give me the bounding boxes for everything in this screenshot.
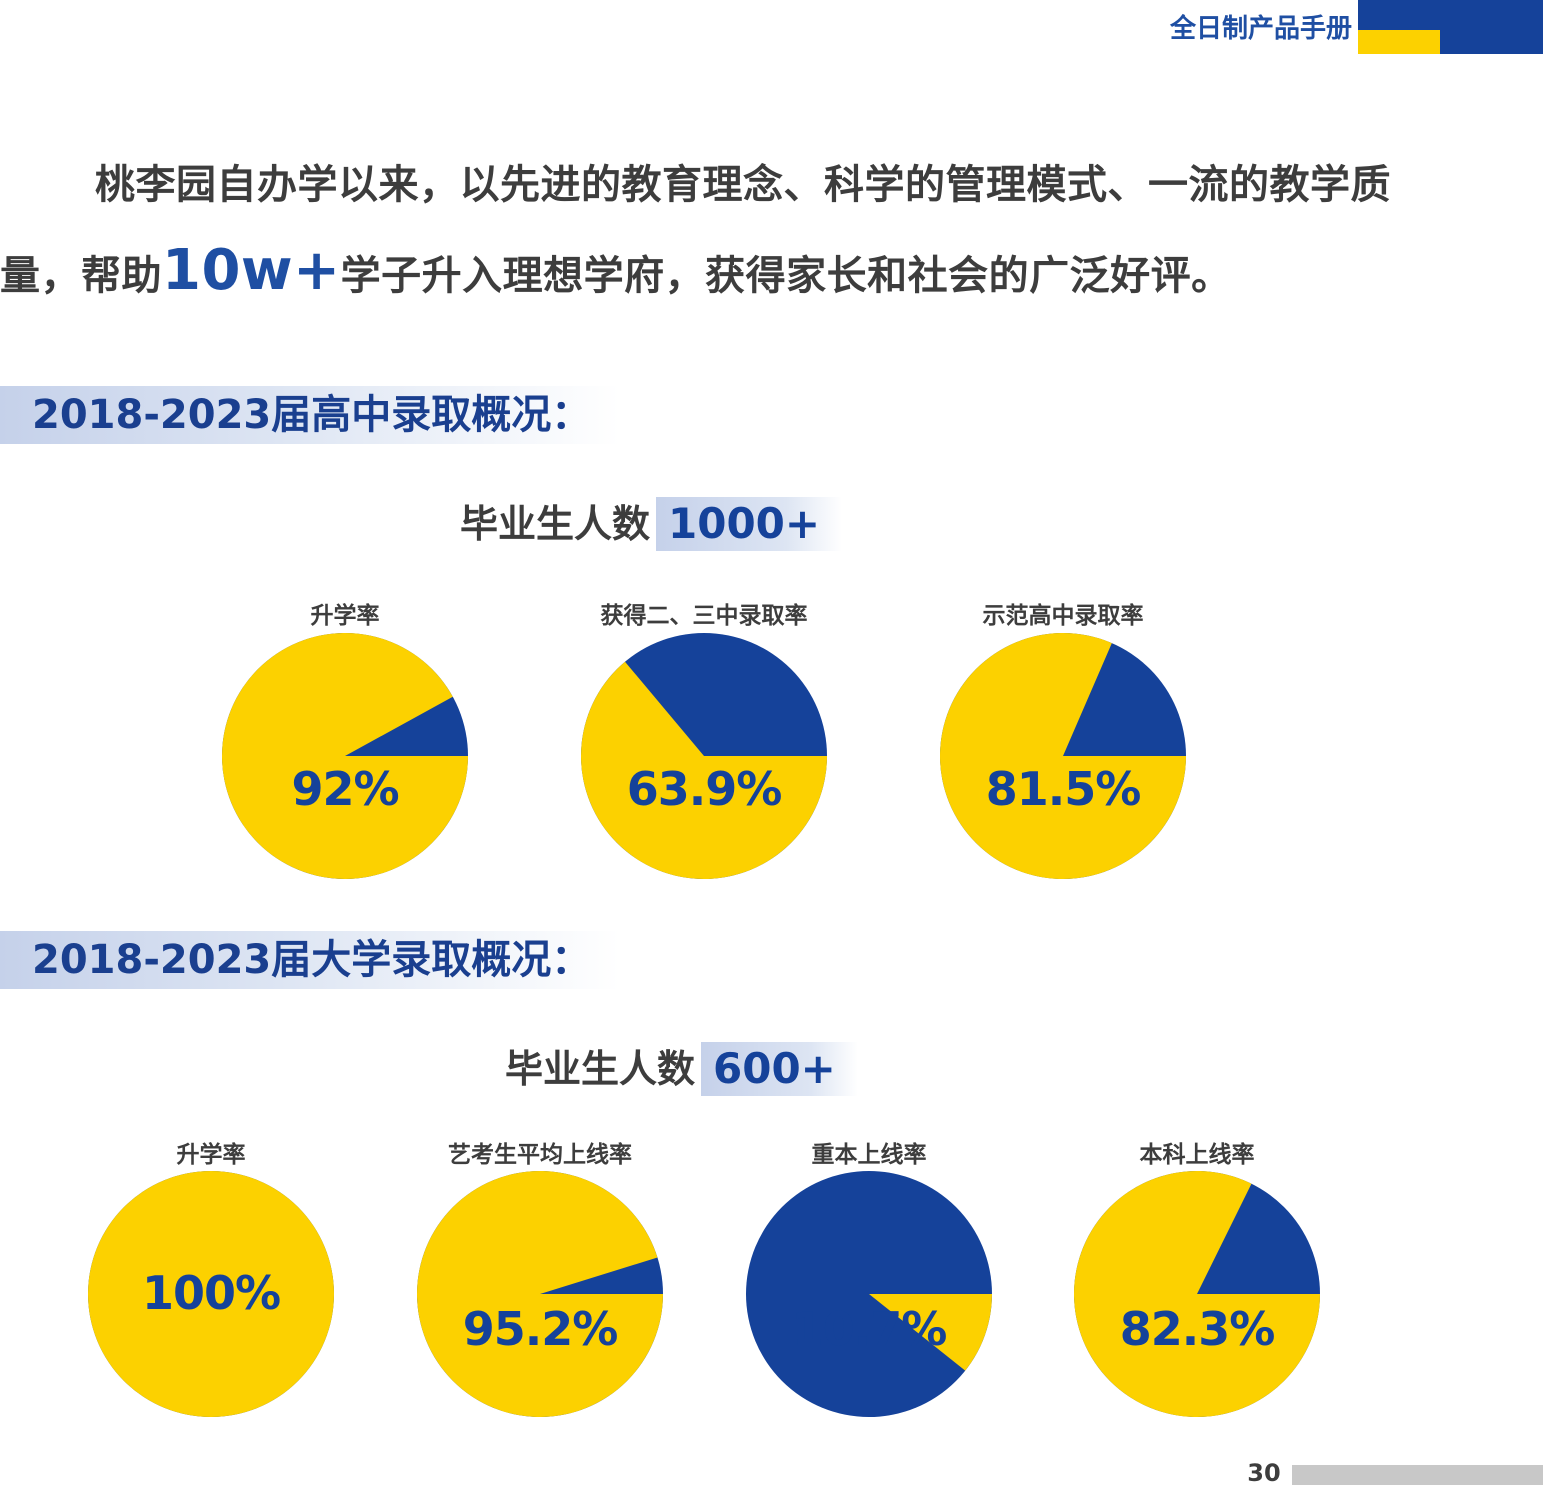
pie-title: 获得二、三中录取率 bbox=[600, 603, 808, 629]
pie-title: 本科上线率 bbox=[1139, 1142, 1255, 1168]
pie-value-slice bbox=[869, 1294, 992, 1371]
pie-value-label: 100% bbox=[141, 1266, 281, 1320]
pie-title: 重本上线率 bbox=[811, 1142, 927, 1168]
pie-chart bbox=[222, 633, 468, 879]
pie-title: 升学率 bbox=[176, 1142, 246, 1168]
high-school-section-title: 2018-2023届高中录取概况： bbox=[32, 392, 592, 438]
university-graduates-label: 毕业生人数 bbox=[505, 1047, 696, 1091]
page-number: 30 bbox=[1247, 1459, 1281, 1487]
pie-chart bbox=[746, 1171, 992, 1417]
pie-value-slice bbox=[940, 633, 1186, 879]
pie-value-label: 63.9% bbox=[626, 762, 783, 816]
pie-chart bbox=[88, 1171, 334, 1417]
brand-block-yellow bbox=[1358, 30, 1440, 54]
pie-title: 升学率 bbox=[310, 603, 380, 629]
pie-value-label: 95.2% bbox=[462, 1302, 619, 1356]
pie-value-label: 81.5% bbox=[985, 762, 1142, 816]
intro-text-after: 学子升入理想学府，获得家长和社会的广泛好评。 bbox=[340, 253, 1232, 299]
pie-chart bbox=[581, 633, 827, 879]
pie-value-slice bbox=[1074, 1171, 1320, 1417]
high-school-graduates-count: 1000+ bbox=[656, 497, 843, 551]
high-school-graduates-label: 毕业生人数 bbox=[460, 502, 651, 546]
pie-chart bbox=[417, 1171, 663, 1417]
pie-value-slice bbox=[222, 633, 468, 879]
pie-value-slice bbox=[581, 661, 827, 879]
intro-text-before: 桃李园自办学以来，以先进的教育理念、科学的管理模式、一流的教学质量，帮助 bbox=[0, 162, 1391, 299]
university-section-title: 2018-2023届大学录取概况： bbox=[32, 937, 592, 983]
intro-paragraph: 桃李园自办学以来，以先进的教育理念、科学的管理模式、一流的教学质量，帮助10w+… bbox=[0, 142, 1460, 319]
pie-title: 示范高中录取率 bbox=[982, 603, 1144, 629]
intro-highlight: 10w+ bbox=[162, 238, 341, 303]
university-graduates: 毕业生人数 600+ bbox=[505, 1041, 858, 1097]
pie-value-label: 82.3% bbox=[1119, 1302, 1276, 1356]
pie-value-label: 92% bbox=[291, 762, 399, 816]
pie-chart bbox=[940, 633, 1186, 879]
university-graduates-count: 600+ bbox=[701, 1042, 858, 1096]
pie-value-label: 10.7% bbox=[791, 1302, 948, 1356]
brand-title: 全日制产品手册 bbox=[1169, 14, 1352, 44]
pie-title: 艺考生平均上线率 bbox=[448, 1142, 632, 1168]
pie-chart bbox=[1074, 1171, 1320, 1417]
pie-value-slice bbox=[417, 1171, 663, 1417]
footer-bar bbox=[1292, 1465, 1543, 1485]
high-school-section-header: 2018-2023届高中录取概况： bbox=[0, 386, 620, 444]
pie-value-slice bbox=[88, 1171, 334, 1417]
university-section-header: 2018-2023届大学录取概况： bbox=[0, 931, 620, 989]
high-school-graduates: 毕业生人数 1000+ bbox=[460, 496, 843, 552]
